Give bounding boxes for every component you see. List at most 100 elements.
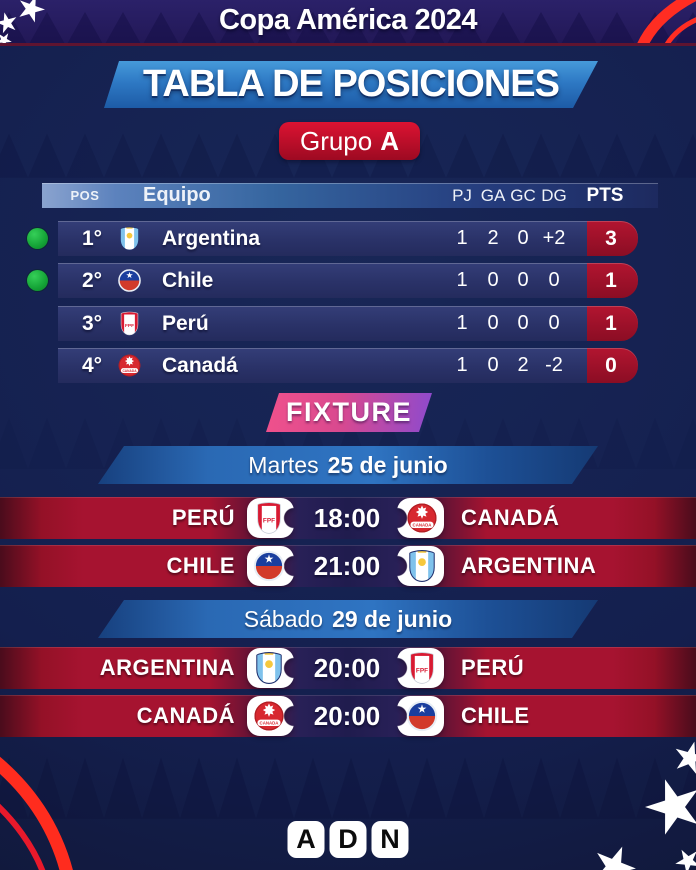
standings-banner-title: TABLA DE POSICIONES [143,63,559,105]
table-row: 1° Argentina 1 2 0 +2 3 [58,221,638,256]
stars-bottom-right-icon [587,737,696,870]
table-row: 4° Canadá 1 0 2 -2 0 [58,348,638,383]
fixture-title: FIXTURE [285,397,412,427]
stat-pts: 3 [605,227,617,250]
stat-dg: +2 [542,227,566,249]
stat-pts: 0 [605,354,617,377]
column-dg: DG [541,186,567,205]
team-name: Canadá [162,354,238,377]
kickoff-time: 18:00 [313,503,381,533]
peru-crest-icon [118,310,141,337]
away-team: CANADÁ [461,505,560,530]
group-label: Grupo [299,126,373,156]
rank: 2° [81,269,103,292]
away-team: CHILE [461,703,530,728]
team-name: Chile [162,269,214,292]
table-row: 2° Chile 1 0 0 0 1 [58,263,638,298]
kickoff-time: 20:00 [313,701,381,731]
column-pts: PTS [586,185,624,206]
stat-pj: 1 [456,269,468,291]
canada-crest-icon [118,352,141,379]
points-box [587,306,638,341]
column-ga: GA [480,186,506,205]
home-team: CHILE [166,553,235,578]
adn-logo-letter: A [287,821,325,858]
standings-header-row: POS Equipo PJ GA GC DG PTS [42,183,658,208]
stat-pj: 1 [456,354,468,376]
match-row: CHILE 21:00 ARGENTINA [0,545,696,587]
stat-pj: 1 [456,312,468,334]
stat-pts: 1 [605,269,617,292]
canada-crest-icon [397,498,444,538]
argentina-crest-icon [118,225,141,252]
column-team: Equipo [143,184,211,206]
canada-crest-icon [247,696,294,736]
chile-crest-icon [247,546,294,586]
match-row: PERÚ 18:00 CANADÁ [0,497,696,539]
team-name: Argentina [162,227,261,250]
peru-crest-icon [397,648,444,688]
group-badge: Grupo A [279,122,420,160]
stat-ga: 2 [487,227,499,249]
kickoff-time: 20:00 [313,653,381,683]
top-band [0,0,696,46]
points-box [587,221,638,256]
red-streaks-bottom-left-icon [0,756,73,870]
argentina-crest-icon [247,648,294,688]
standings-banner: TABLA DE POSICIONES [104,61,598,108]
tournament-title: Copa América 2024 [218,4,478,36]
stat-gc: 0 [517,312,529,334]
column-pos: POS [70,188,100,203]
stat-dg: 0 [548,312,560,334]
away-team: PERÚ [461,655,525,680]
matchday-date: 29 de junio [332,606,453,632]
column-pj: PJ [452,186,472,205]
home-team: CANADÁ [136,703,235,728]
qualified-dot [27,270,48,291]
row-bar [58,221,588,256]
chile-crest-icon [397,696,444,736]
row-bar [58,306,588,341]
adn-logo: A D N [287,821,409,858]
stat-ga: 0 [487,354,499,376]
stat-pts: 1 [605,312,617,335]
match-row: ARGENTINA 20:00 PERÚ [0,647,696,689]
adn-logo-letter: D [329,821,367,858]
stat-dg: -2 [545,354,563,376]
stat-pj: 1 [456,227,468,249]
fixture-badge: FIXTURE [266,393,432,432]
stat-gc: 0 [517,227,529,249]
match-row: CANADÁ 20:00 CHILE [0,695,696,737]
table-row: 3° Perú 1 0 0 0 1 [58,306,638,341]
matchday-date: 25 de junio [327,452,448,478]
adn-logo-letter: N [371,821,409,858]
row-bar [58,263,588,298]
stat-dg: 0 [548,269,560,291]
home-team: PERÚ [171,505,235,530]
points-box [587,263,638,298]
argentina-crest-icon [397,546,444,586]
stat-gc: 0 [517,269,529,291]
column-gc: GC [510,186,536,205]
rank: 1° [81,227,103,250]
home-team: ARGENTINA [99,655,235,680]
rank: 3° [81,312,103,335]
points-box [587,348,638,383]
matchday-weekday: Sábado [243,606,324,632]
matchday-banner: Martes 25 de junio [98,446,598,484]
row-bar [58,348,588,383]
kickoff-time: 21:00 [313,551,381,581]
chile-crest-icon [118,267,141,294]
matchday-banner: Sábado 29 de junio [98,600,598,638]
stat-ga: 0 [487,269,499,291]
qualified-dot [27,228,48,249]
group-value: A [380,126,400,156]
away-team: ARGENTINA [461,553,597,578]
rank: 4° [81,354,103,377]
team-name: Perú [162,312,209,335]
stat-ga: 0 [487,312,499,334]
stat-gc: 2 [517,354,529,376]
peru-crest-icon [247,498,294,538]
matchday-weekday: Martes [248,452,319,478]
